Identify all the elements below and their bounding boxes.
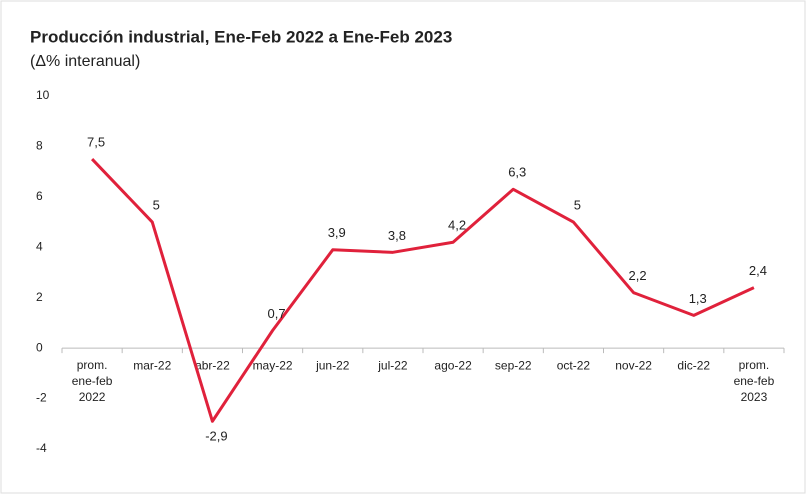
data-label: 3,8 xyxy=(388,228,406,243)
x-tick-label: abr-22 xyxy=(195,358,230,372)
x-tick-label-line: ene-feb xyxy=(72,374,113,388)
data-label: 5 xyxy=(574,198,581,213)
x-tick-label: mar-22 xyxy=(133,358,171,372)
x-tick-label: sep-22 xyxy=(495,358,532,372)
chart-subtitle: (Δ% interanual) xyxy=(30,53,140,70)
data-label: 4,2 xyxy=(448,218,466,233)
chart-title: Producción industrial, Ene-Feb 2022 a En… xyxy=(30,27,452,46)
y-tick-label: -4 xyxy=(36,441,47,455)
y-tick-label: 4 xyxy=(36,239,43,253)
x-tick-label-line: prom. xyxy=(77,358,108,372)
data-label: -2,9 xyxy=(205,429,227,444)
y-tick-label: 6 xyxy=(36,189,43,203)
data-label: 1,3 xyxy=(689,291,707,306)
x-tick-label: prom. ene-feb 2023 xyxy=(734,358,775,404)
y-tick-label: -2 xyxy=(36,391,47,405)
x-tick-label: prom. ene-feb 2022 xyxy=(72,358,113,404)
x-tick-label: ago-22 xyxy=(434,358,472,372)
y-tick-label: 0 xyxy=(36,340,43,354)
x-tick-label: may-22 xyxy=(253,358,293,372)
line xyxy=(90,158,755,423)
data-label: 7,5 xyxy=(87,134,105,149)
data-label: 3,9 xyxy=(328,225,346,240)
x-tick-label: dic-22 xyxy=(677,358,710,372)
data-label: 5 xyxy=(153,198,160,213)
x-tick-label: jul-22 xyxy=(377,358,408,372)
y-tick-label: 10 xyxy=(36,88,50,102)
x-tick-label-line: prom. xyxy=(739,358,770,372)
data-label: 2,2 xyxy=(629,268,647,283)
y-tick-label: 8 xyxy=(36,139,43,153)
x-tick-label: nov-22 xyxy=(615,358,652,372)
x-tick-label-line: 2023 xyxy=(741,390,768,404)
data-label: 6,3 xyxy=(508,165,526,180)
x-tick-label: oct-22 xyxy=(557,358,591,372)
x-tick-label-line: 2022 xyxy=(79,390,106,404)
x-tick-label-line: ene-feb xyxy=(734,374,775,388)
x-tick-label: jun-22 xyxy=(315,358,350,372)
data-label: 0,7 xyxy=(268,306,286,321)
data-label: 2,4 xyxy=(749,263,767,278)
y-tick-label: 2 xyxy=(36,290,43,304)
